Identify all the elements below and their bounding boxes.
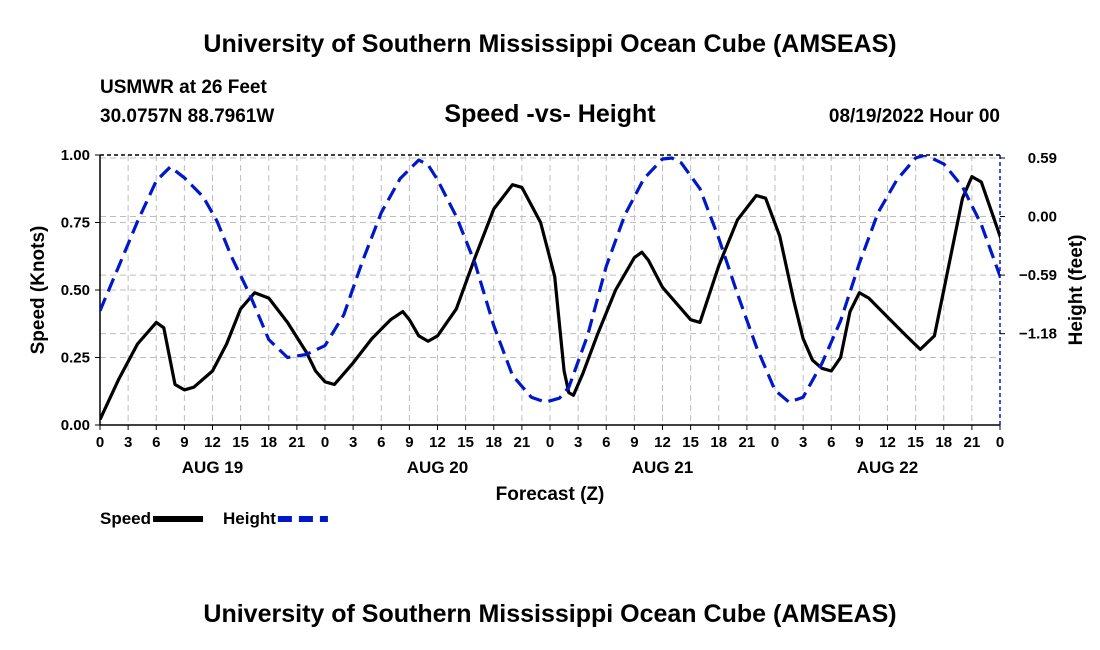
chart-title: University of Southern Mississippi Ocean… [203,30,897,58]
x-axis-title: Forecast (Z) [496,484,605,505]
x-tick-label: 18 [935,434,952,451]
series-group [100,155,1000,421]
x-tick-label: 0 [321,434,329,451]
y-left-tick-label: 0.00 [61,417,90,434]
x-tick-label: 6 [377,434,385,451]
date-label: 08/19/2022 Hour 00 [828,106,1000,127]
x-tick-label: 21 [739,434,756,451]
x-tick-label: 15 [232,434,249,451]
y-right-axis-title: Height (feet) [1066,235,1087,346]
y-left-tick-label: 0.75 [61,215,90,232]
location-label: 30.0757N 88.7961W [100,106,275,127]
x-tick-label: 21 [964,434,981,451]
x-tick-label: 12 [879,434,896,451]
x-tick-label: 9 [405,434,413,451]
x-tick-label: 18 [485,434,502,451]
station-label: USMWR at 26 Feet [100,77,267,98]
day-label: AUG 22 [857,458,918,477]
y-left-tick-label: 0.50 [61,282,90,299]
x-tick-label: 21 [514,434,531,451]
x-tick-label: 9 [630,434,638,451]
y-right-tick-label: 0.00 [1028,209,1057,226]
x-tick-label: 6 [602,434,610,451]
x-tick-label: 18 [260,434,277,451]
x-tick-label: 0 [996,434,1004,451]
chart-subtitle: Speed -vs- Height [444,100,656,128]
day-label: AUG 21 [632,458,693,477]
footer-title: University of Southern Mississippi Ocean… [203,600,897,628]
day-label: AUG 19 [182,458,243,477]
x-tick-label: 21 [289,434,306,451]
day-label: AUG 20 [407,458,468,477]
x-tick-label: 6 [152,434,160,451]
x-tick-label: 9 [855,434,863,451]
y-left-tick-label: 1.00 [61,147,90,164]
y-left-tick-label: 0.25 [61,350,90,367]
x-tick-label: 12 [429,434,446,451]
x-tick-label: 15 [907,434,924,451]
x-tick-label: 3 [349,434,357,451]
y-left-axis-title: Speed (Knots) [28,226,49,355]
x-tick-label: 0 [546,434,554,451]
x-tick-label: 0 [96,434,104,451]
x-tick-label: 12 [204,434,221,451]
y-right-tick-label: −1.18 [1019,326,1057,343]
x-tick-label: 15 [682,434,699,451]
x-tick-label: 3 [124,434,132,451]
y-right-tick-label: −0.59 [1019,267,1057,284]
x-tick-label: 18 [710,434,727,451]
legend-label-height: Height [223,509,276,528]
x-tick-label: 15 [457,434,474,451]
x-tick-label: 3 [799,434,807,451]
x-tick-label: 3 [574,434,582,451]
x-tick-label: 0 [771,434,779,451]
series-line-speed [100,175,1000,421]
y-right-tick-label: 0.59 [1028,150,1057,167]
x-tick-label: 6 [827,434,835,451]
x-tick-label: 12 [654,434,671,451]
x-tick-label: 9 [180,434,188,451]
legend-label-speed: Speed [100,509,151,528]
series-line-height [100,155,1000,404]
